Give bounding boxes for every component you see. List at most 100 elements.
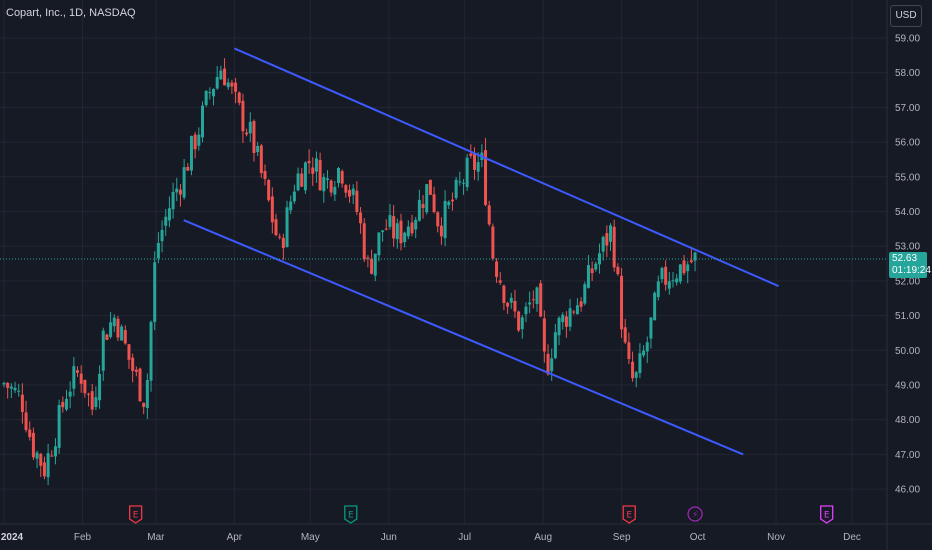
candle-body [263, 170, 267, 180]
candle-body [601, 236, 605, 252]
candle-body [583, 284, 587, 304]
currency-button[interactable]: USD [890, 5, 922, 27]
price-tick-label: 59.00 [895, 34, 920, 45]
event-earnings-marker [344, 505, 358, 524]
candle-body [337, 167, 341, 184]
candle-body [98, 373, 102, 401]
candle-body [182, 167, 186, 198]
candle-body [318, 160, 322, 191]
candle-body [120, 326, 124, 341]
candle-body [370, 258, 374, 274]
candle-body [109, 322, 113, 337]
candle-body [20, 394, 24, 412]
chart-title: Copart, Inc., 1D, NASDAQ [6, 7, 136, 19]
candle-body [101, 330, 105, 371]
time-tick-label: Feb [74, 532, 92, 543]
candle-body [274, 219, 278, 236]
candle-body [546, 353, 550, 375]
candle-body [314, 158, 318, 172]
candle-body [553, 332, 557, 359]
candle-body [311, 167, 315, 174]
candle-body [395, 223, 399, 240]
candle-body [64, 398, 68, 410]
candle-body [568, 308, 572, 327]
candle-body [344, 185, 348, 193]
candle-body [495, 261, 499, 277]
candle-body [410, 222, 414, 234]
candle-body [329, 180, 333, 193]
candle-body [498, 280, 502, 283]
candle-body [642, 350, 646, 356]
price-tick-label: 54.00 [895, 207, 920, 218]
candle-body [230, 82, 234, 87]
candle-body [31, 432, 35, 458]
candle-body [432, 194, 436, 213]
price-tick-label: 50.00 [895, 346, 920, 357]
candle-body [79, 373, 83, 384]
candle-body [134, 369, 138, 372]
candle-body [83, 379, 87, 394]
event-label: ⚡ [692, 511, 698, 521]
price-tick-label: 58.00 [895, 68, 920, 79]
candle-body [406, 226, 410, 237]
candle-body [373, 253, 377, 276]
candle-body [50, 455, 54, 457]
candle-body [131, 357, 135, 371]
candle-body [142, 402, 146, 407]
event-label: E [824, 511, 830, 521]
candle-body [333, 186, 337, 195]
time-tick-label: Jul [458, 532, 471, 543]
candle-body [248, 121, 252, 134]
event-earnings-marker [622, 505, 636, 524]
candle-body [590, 268, 594, 274]
candle-body [414, 219, 418, 230]
candle-body [458, 181, 462, 183]
candle-body [245, 132, 249, 135]
candle-body [539, 283, 543, 317]
candle-body [208, 92, 212, 94]
bar-countdown: 01:19:24 [892, 265, 931, 276]
time-tick-label: Mar [147, 532, 165, 543]
candle-body [597, 253, 601, 265]
candle-body [237, 92, 241, 103]
candle-body [392, 216, 396, 239]
event-split-marker [687, 506, 703, 522]
candle-body [300, 173, 304, 187]
candle-body [443, 200, 447, 239]
candle-body [473, 154, 477, 170]
candle-body [454, 179, 458, 198]
candle-body [340, 171, 344, 184]
candle-body [127, 344, 131, 360]
candle-body [24, 412, 28, 431]
event-label: E [133, 511, 139, 521]
candle-body [307, 160, 311, 164]
last-price-tag: 52.63 01:19:24 [889, 252, 931, 278]
time-tick-label: Aug [534, 532, 552, 543]
candle-body [524, 306, 528, 315]
candle-body [35, 452, 39, 459]
candle-body [156, 242, 160, 259]
candle-body [175, 188, 179, 193]
candle-body [649, 317, 653, 339]
candle-body [138, 368, 142, 402]
candle-body [575, 305, 579, 315]
candle-body [506, 302, 510, 307]
candle-body [17, 390, 21, 392]
candle-body [13, 387, 17, 391]
time-tick-label: Oct [690, 532, 706, 543]
candle-body [193, 134, 197, 150]
candle-body [491, 226, 495, 259]
candle-body [645, 342, 649, 352]
candle-body [638, 353, 642, 374]
time-tick-label: Jun [381, 532, 397, 543]
candle-body [550, 358, 554, 372]
candle-body [296, 173, 300, 191]
candle-body [234, 82, 238, 92]
candle-body [675, 278, 679, 283]
candle-body [425, 184, 429, 213]
time-tick-label: Dec [843, 532, 861, 543]
candle-body [270, 196, 274, 223]
candle-body [450, 199, 454, 202]
candle-body [186, 166, 190, 171]
